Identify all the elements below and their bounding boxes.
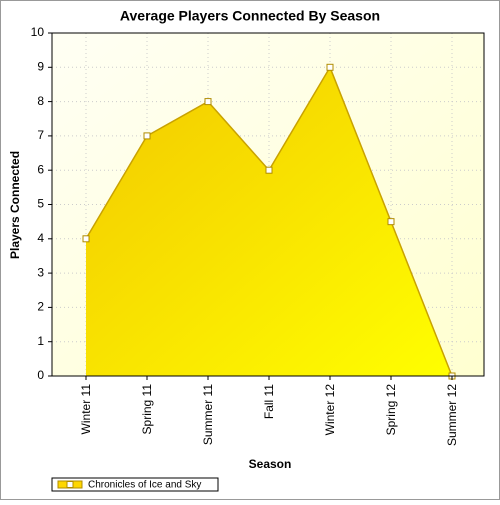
marker bbox=[143, 132, 151, 140]
y-tick-label: 0 bbox=[37, 368, 44, 382]
y-tick-label: 4 bbox=[37, 231, 44, 245]
marker bbox=[387, 218, 395, 226]
x-tick-label: Summer 11 bbox=[201, 384, 215, 445]
x-tick-label: Spring 12 bbox=[384, 384, 398, 436]
x-tick-label: Winter 12 bbox=[323, 384, 337, 436]
x-tick-label: Summer 12 bbox=[445, 384, 459, 446]
legend-label: Chronicles of Ice and Sky bbox=[88, 480, 201, 491]
y-tick-label: 2 bbox=[37, 300, 44, 314]
y-tick-label: 1 bbox=[37, 334, 44, 348]
plot-border bbox=[51, 32, 485, 377]
y-tick-label: 9 bbox=[37, 59, 44, 73]
y-tick-label: 6 bbox=[37, 162, 44, 176]
y-tick-label: 5 bbox=[37, 197, 44, 211]
y-tick-label: 3 bbox=[37, 265, 44, 279]
chart-title: Average Players Connected By Season bbox=[120, 8, 380, 24]
y-tick-label: 7 bbox=[37, 128, 44, 142]
y-tick-label: 10 bbox=[31, 25, 45, 39]
legend-box bbox=[51, 477, 219, 492]
marker bbox=[265, 166, 273, 174]
marker bbox=[326, 63, 334, 71]
x-tick-label: Spring 11 bbox=[140, 384, 154, 435]
x-tick-label: Winter 11 bbox=[79, 384, 93, 435]
x-tick-label: Fall 11 bbox=[262, 384, 276, 419]
y-tick-label: 8 bbox=[37, 94, 44, 108]
marker bbox=[82, 235, 90, 243]
legend-marker bbox=[66, 481, 74, 488]
x-axis-label: Season bbox=[249, 457, 292, 471]
marker bbox=[204, 98, 212, 106]
y-axis-label: Players Connected bbox=[8, 151, 22, 259]
